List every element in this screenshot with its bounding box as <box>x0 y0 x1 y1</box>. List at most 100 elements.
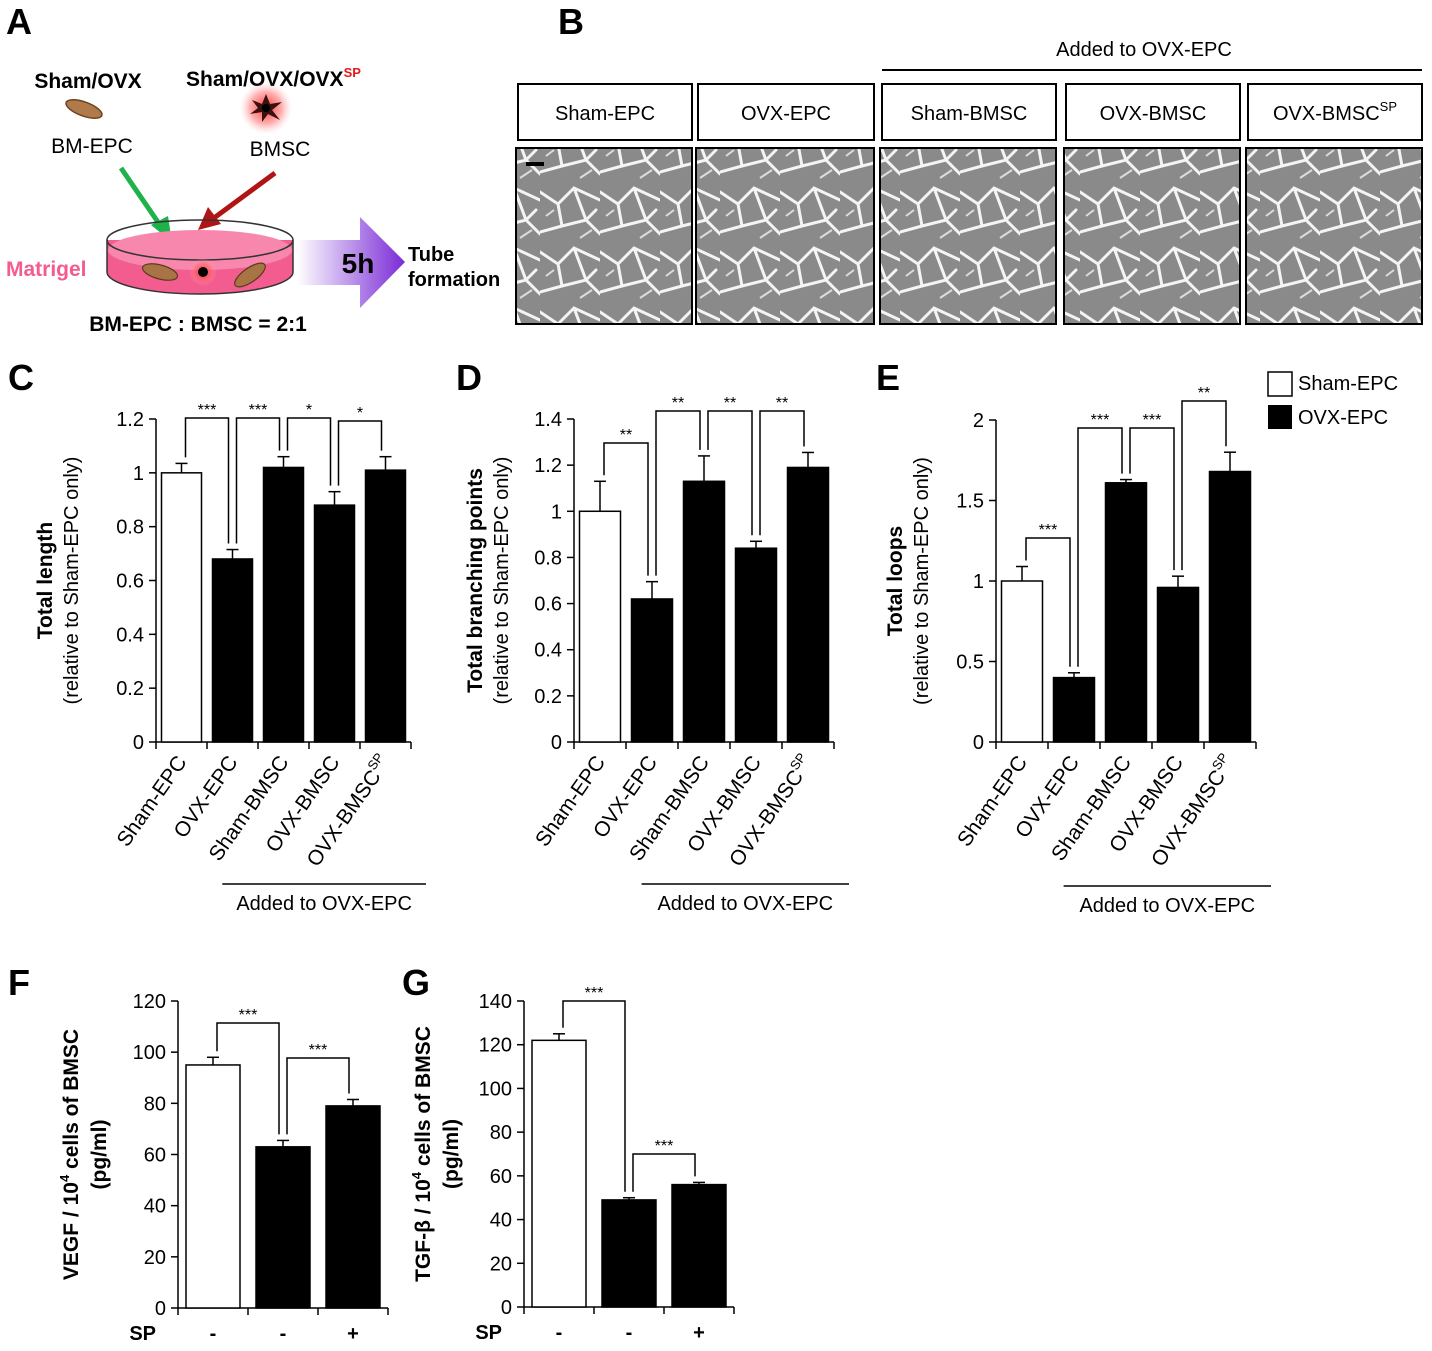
y-tick-label: 0.5 <box>956 652 984 674</box>
bar <box>1000 580 1044 743</box>
y-tick-label: 0.4 <box>116 624 144 646</box>
y-tick-label: 1 <box>133 463 144 485</box>
tube-micrograph <box>1063 147 1241 325</box>
bar <box>160 472 203 743</box>
y-tick-label: 0.4 <box>534 640 562 662</box>
chart-g-tgfb: G 0 20 40 60 80 100 120 140 *** *** - - + SP TGF-β / 1… <box>402 962 735 1344</box>
bar <box>325 1105 381 1309</box>
panel-letter-a: A <box>6 1 32 42</box>
tube-micrograph <box>515 147 693 325</box>
significance-bracket <box>1129 427 1175 571</box>
y-axis-title-pre: VEGF / 10 <box>60 1182 83 1280</box>
micrograph-label-text: Sham-BMSC <box>911 103 1028 125</box>
panel-letter-d: D <box>456 357 482 398</box>
chart-e-total-loops: E 00.511.52****** *****Sham-EPCOVX-EPCSha… <box>876 357 1271 917</box>
significance-bracket <box>1025 537 1071 667</box>
bar <box>1156 586 1200 743</box>
y-axis-title-sup: 4 <box>57 1174 72 1182</box>
significance-label: ** <box>724 395 736 412</box>
panel-letter-f: F <box>8 962 30 1003</box>
chart-d-branching-points: D 00.20.40.60.811.21.4**** ** **Sham-EPCOV… <box>456 357 849 915</box>
group-label: Added to OVX-EPC <box>1079 895 1255 917</box>
significance-bracket <box>603 442 649 576</box>
significance-bracket <box>235 417 281 544</box>
panel-letter-b: B <box>558 1 584 42</box>
time-label: 5h <box>342 248 375 279</box>
significance-bracket <box>707 410 753 536</box>
bar <box>1052 676 1096 743</box>
red-arrow <box>198 170 277 230</box>
micrograph-added-label: Added to OVX-EPC <box>1056 39 1232 61</box>
bar <box>185 1064 241 1309</box>
y-tick-label: 0.8 <box>116 517 144 539</box>
micrograph-label-box <box>1065 83 1241 141</box>
y-tick-label: 0 <box>501 1297 512 1319</box>
micrograph-label-box <box>881 83 1057 141</box>
left-cell-label: BM-EPC <box>51 135 133 158</box>
category-label: + <box>347 1323 359 1345</box>
significance-label: *** <box>239 1007 258 1024</box>
y-tick-label: 40 <box>144 1196 166 1218</box>
bmsc-cell-icon <box>240 82 292 134</box>
scale-bar <box>526 162 544 166</box>
category-label: - <box>210 1323 217 1345</box>
significance-bracket <box>1181 400 1227 571</box>
significance-bracket <box>286 1057 350 1135</box>
significance-label: *** <box>1091 412 1110 429</box>
significance-label: *** <box>1143 412 1162 429</box>
significance-label: *** <box>1039 522 1058 539</box>
y-tick-label: 0.8 <box>534 547 562 569</box>
y-tick-label: 120 <box>133 991 166 1013</box>
y-tick-label: 0 <box>155 1298 166 1320</box>
micrograph-label-text: Sham-EPC <box>555 103 655 125</box>
y-tick-label: 60 <box>144 1145 166 1167</box>
significance-label: *** <box>198 402 217 419</box>
y-axis-title: Total branching points <box>464 468 487 693</box>
y-tick-label: 80 <box>144 1093 166 1115</box>
significance-bracket <box>655 410 701 576</box>
right-group-text: Sham/OVX/OVX <box>186 68 344 91</box>
micrograph-label: OVX-BMSC <box>1100 103 1207 125</box>
y-tick-label: 140 <box>479 991 512 1013</box>
micrograph-label-text: OVX-EPC <box>741 103 831 125</box>
bar <box>734 547 778 743</box>
time-arrow <box>297 217 405 308</box>
significance-bracket <box>286 417 332 486</box>
legend-label-filled: OVX-EPC <box>1298 407 1388 429</box>
y-tick-label: 60 <box>490 1166 512 1188</box>
micrograph-label: Sham-BMSC <box>911 103 1028 125</box>
y-tick-label: 0.2 <box>534 686 562 708</box>
group-label: Added to OVX-EPC <box>657 893 833 915</box>
panel-letter-e: E <box>876 357 900 398</box>
left-group-label: Sham/OVX <box>34 70 141 93</box>
significance-bracket <box>632 1153 696 1192</box>
right-cell-label: BMSC <box>250 138 311 161</box>
y-tick-label: 1.2 <box>534 455 562 477</box>
significance-label: ** <box>776 395 788 412</box>
legend-label-open: Sham-EPC <box>1298 373 1398 395</box>
category-label: - <box>626 1322 633 1344</box>
y-tick-label: 2 <box>973 410 984 432</box>
y-tick-label: 1 <box>973 571 984 593</box>
y-tick-label: 1.5 <box>956 491 984 513</box>
category-label: - <box>280 1323 287 1345</box>
bar <box>630 598 674 743</box>
significance-label: ** <box>672 395 684 412</box>
row-label: SP <box>475 1322 502 1344</box>
micrograph-label-box <box>1247 83 1423 141</box>
significance-label: ** <box>1198 385 1210 402</box>
legend-swatch-open <box>1267 371 1293 397</box>
group-label: Added to OVX-EPC <box>236 893 412 915</box>
y-axis-units: (pg/ml) <box>88 1120 111 1190</box>
significance-label: *** <box>585 985 604 1002</box>
micrograph-images <box>515 147 1423 325</box>
svg-text:Sham/OVX/OVXSP: Sham/OVX/OVXSP <box>186 65 361 91</box>
micrograph-label-sup: SP <box>1380 99 1397 114</box>
panel-a: A Sham/OVX Sham/OVX/OVXSP BM-EPC BMSC <box>6 1 500 336</box>
y-tick-label: 0 <box>133 732 144 754</box>
significance-label: * <box>306 402 312 419</box>
y-axis-title: TGF-β / 104 cells of BMSC <box>409 1026 435 1282</box>
significance-label: * <box>357 405 363 422</box>
panel-b: B Added to OVX-EPC Sham-EPC OVX-EPC Sham-B… <box>515 1 1423 325</box>
chart-f-vegf: F 0 20 40 60 80 100 120 *** *** - - + SP VEGF / 104 c… <box>8 962 389 1345</box>
